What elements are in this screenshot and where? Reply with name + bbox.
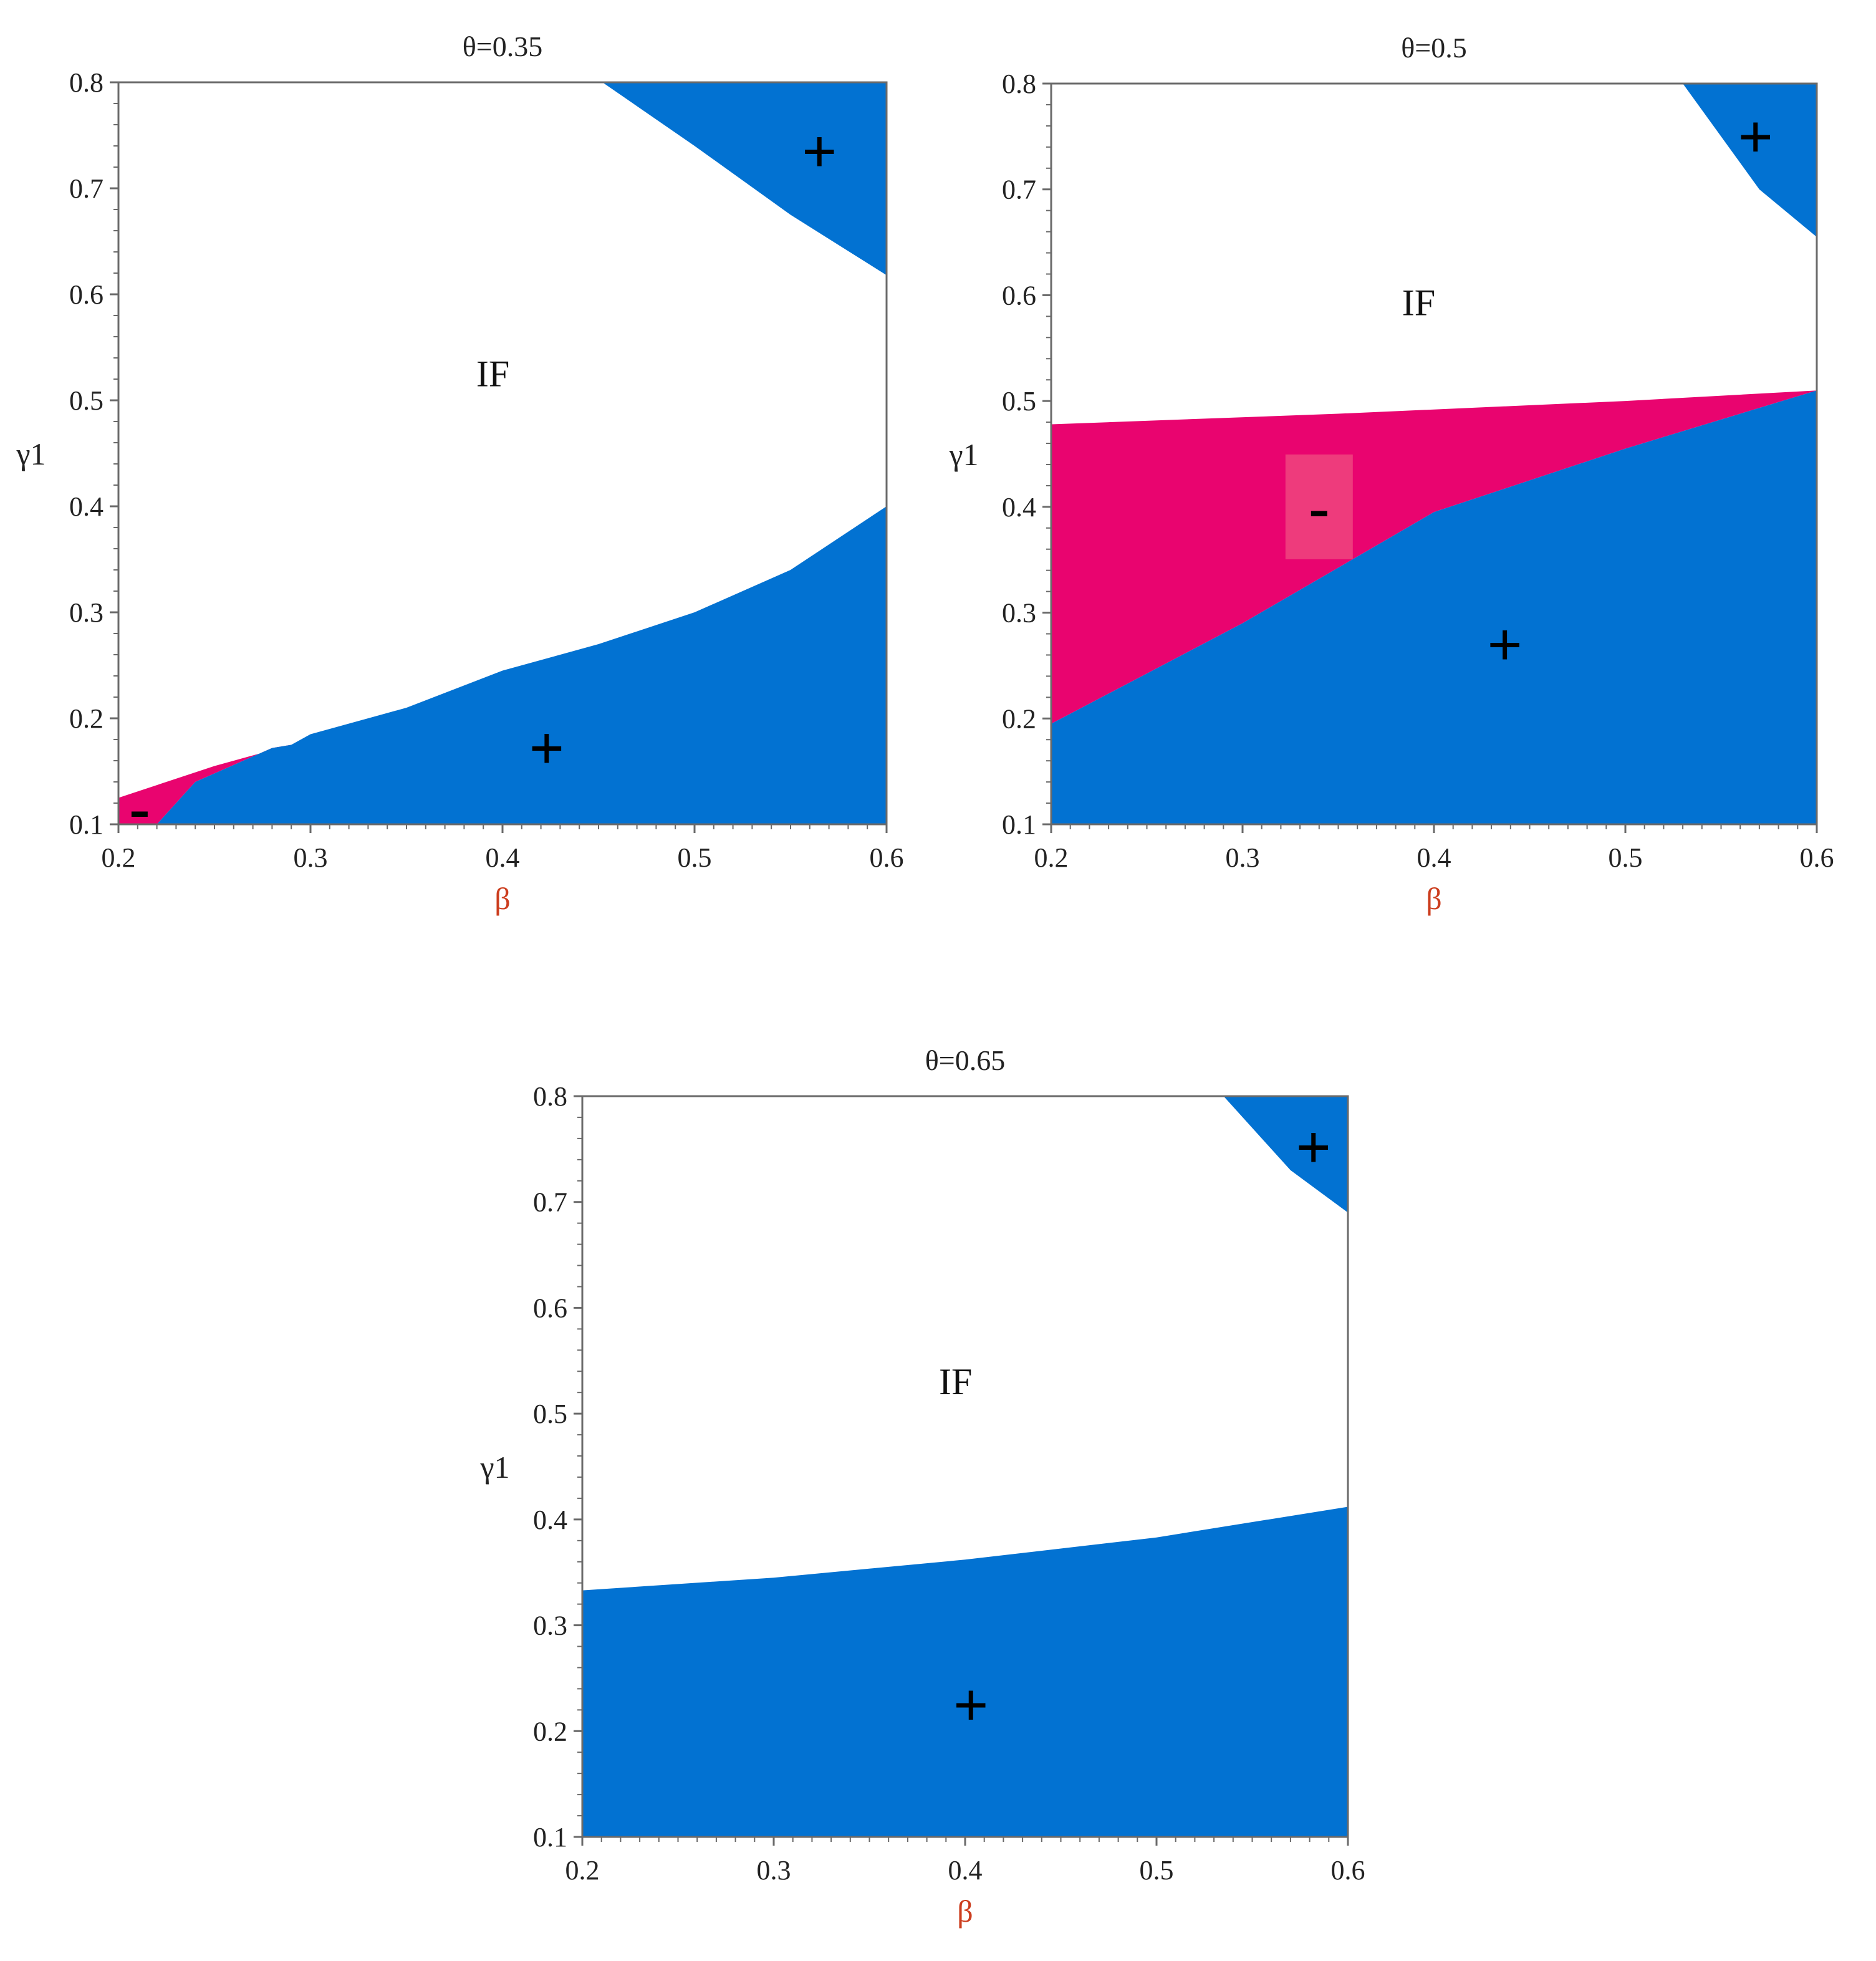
chart-panel-1: 0.2 0.3 0.4 0.5 0.60.10.20.30.40.50.60.70.8θ…	[16, 31, 903, 916]
x-tick-label: 0.3	[757, 1855, 791, 1886]
chart-title: θ=0.5	[1401, 32, 1466, 64]
positive-region-1	[1683, 84, 1817, 238]
y-tick-label: 0.4	[1002, 492, 1036, 523]
positive-sign-label: +	[1738, 102, 1773, 171]
y-axis-label: γ1	[479, 1450, 509, 1485]
y-axis-label: γ1	[948, 437, 978, 472]
positive-region-3	[1051, 390, 1817, 824]
x-tick-label: 0.5	[1140, 1855, 1174, 1886]
x-axis-label: β	[494, 881, 510, 916]
x-tick-label: 0.6	[870, 842, 904, 873]
y-tick-label: 0.7	[69, 173, 103, 204]
y-tick-label: 0.4	[533, 1505, 567, 1535]
positive-sign-label: +	[529, 714, 564, 783]
y-tick-label: 0.2	[1002, 703, 1036, 734]
y-tick-label: 0.8	[69, 67, 103, 98]
y-tick-label: 0.6	[69, 279, 103, 310]
y-tick-label: 0.3	[69, 597, 103, 628]
y-tick-label: 0.3	[1002, 598, 1036, 629]
y-tick-label: 0.3	[533, 1611, 567, 1641]
chart-panel-3: 0.2 0.3 0.4 0.5 0.60.10.20.30.40.50.60.70.8θ…	[479, 1044, 1365, 1929]
negative-sign-label: -	[129, 773, 150, 842]
y-tick-label: 0.5	[1002, 386, 1036, 417]
x-tick-label: 0.4	[948, 1855, 983, 1886]
y-tick-label: 0.7	[1002, 175, 1036, 205]
positive-region-1	[602, 82, 887, 276]
negative-region-2	[1051, 390, 1817, 724]
x-tick-label: 0.6	[1331, 1855, 1365, 1886]
x-tick-label: 0.2	[102, 842, 136, 873]
x-tick-label: 0.5	[678, 842, 712, 873]
x-tick-label: 0.4	[486, 842, 520, 873]
y-tick-label: 0.1	[1002, 809, 1036, 840]
positive-region-3	[156, 506, 887, 824]
y-tick-label: 0.1	[533, 1822, 567, 1853]
x-axis-label: β	[957, 1894, 973, 1929]
y-tick-label: 0.2	[533, 1716, 567, 1747]
sign-label-box	[1285, 454, 1353, 559]
negative-region-2	[118, 744, 292, 824]
region-layer	[1051, 84, 1817, 824]
chart-title: θ=0.35	[463, 31, 542, 62]
y-tick-label: 0.8	[1002, 69, 1036, 99]
region-label-if: IF	[939, 1361, 972, 1402]
positive-sign-label: +	[1296, 1112, 1331, 1182]
x-tick-label: 0.6	[1800, 842, 1834, 873]
y-tick-label: 0.8	[533, 1081, 567, 1112]
region-label-if: IF	[476, 354, 509, 395]
positive-region-1	[1223, 1096, 1348, 1213]
y-tick-label: 0.5	[69, 385, 103, 416]
chart-panel-2: 0.2 0.3 0.4 0.5 0.60.10.20.30.40.50.60.70.8θ…	[948, 32, 1834, 916]
positive-sign-label: +	[802, 117, 837, 186]
x-tick-label: 0.2	[565, 1855, 600, 1886]
region-label-if: IF	[1402, 282, 1435, 323]
positive-sign-label: +	[953, 1670, 989, 1740]
x-tick-label: 0.4	[1417, 842, 1451, 873]
region-layer	[582, 1096, 1348, 1837]
x-tick-label: 0.2	[1034, 842, 1069, 873]
x-tick-label: 0.5	[1609, 842, 1643, 873]
y-axis-label: γ1	[16, 436, 46, 471]
x-tick-label: 0.3	[1226, 842, 1260, 873]
chart-title: θ=0.65	[925, 1044, 1005, 1076]
positive-region-2	[582, 1506, 1348, 1837]
y-tick-label: 0.6	[533, 1293, 567, 1323]
y-tick-label: 0.7	[533, 1187, 567, 1218]
region-layer	[118, 82, 887, 824]
y-tick-label: 0.1	[69, 809, 103, 840]
y-tick-label: 0.6	[1002, 280, 1036, 311]
x-tick-label: 0.3	[294, 842, 328, 873]
negative-sign-label: -	[1309, 473, 1329, 542]
positive-sign-label: +	[1487, 610, 1522, 679]
y-tick-label: 0.2	[69, 703, 103, 734]
y-tick-label: 0.4	[69, 491, 103, 522]
x-axis-label: β	[1426, 881, 1441, 916]
y-tick-label: 0.5	[533, 1399, 567, 1429]
